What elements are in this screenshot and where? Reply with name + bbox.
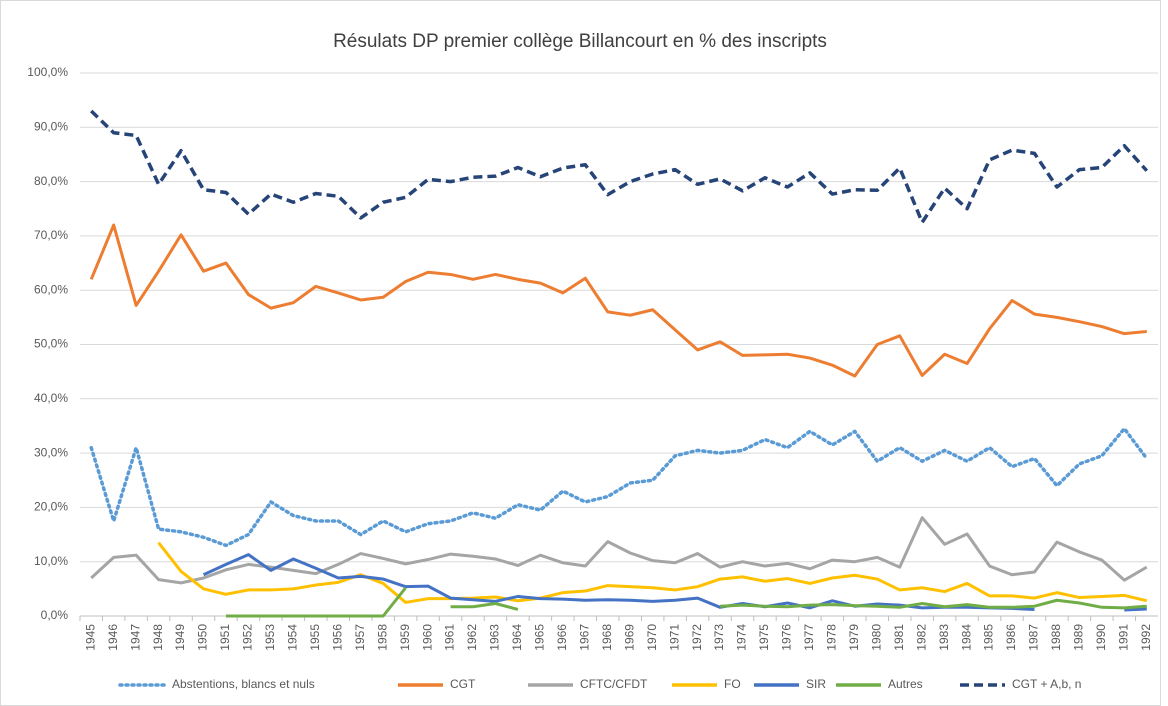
legend-label: CGT + A,b, n	[1012, 677, 1081, 691]
y-tick-label: 70,0%	[34, 228, 68, 242]
x-tick-label: 1948	[151, 624, 165, 651]
y-tick-label: 100,0%	[27, 65, 68, 79]
x-tick-label: 1964	[510, 624, 524, 651]
x-tick-label: 1961	[443, 624, 457, 651]
x-tick-label: 1955	[308, 624, 322, 651]
x-tick-label: 1960	[420, 624, 434, 651]
x-tick-label: 1967	[577, 624, 591, 651]
x-tick-label: 1958	[375, 624, 389, 651]
y-tick-label: 0,0%	[41, 608, 69, 622]
x-tick-label: 1988	[1049, 624, 1063, 651]
legend-label: SIR	[806, 677, 826, 691]
x-tick-label: 1957	[353, 624, 367, 651]
x-tick-label: 1980	[869, 624, 883, 651]
y-tick-label: 90,0%	[34, 119, 68, 133]
x-tick-label: 1990	[1094, 624, 1108, 651]
x-tick-label: 1991	[1116, 624, 1130, 651]
x-tick-label: 1985	[982, 624, 996, 651]
series-line	[90, 109, 1149, 225]
y-tick-label: 50,0%	[34, 337, 68, 351]
x-tick-label: 1981	[892, 624, 906, 651]
y-tick-label: 10,0%	[34, 554, 68, 568]
legend-label: CGT	[450, 677, 476, 691]
series-line	[1124, 607, 1147, 612]
series-line	[450, 602, 519, 611]
x-tick-label: 1970	[645, 624, 659, 651]
chart-title: Résulats DP premier collège Billancourt …	[333, 31, 827, 52]
series-line	[719, 598, 1147, 610]
x-tick-label: 1969	[622, 624, 636, 651]
legend-label: Abstentions, blancs et nuls	[172, 677, 315, 691]
series-line	[89, 223, 1147, 378]
y-tick-label: 40,0%	[34, 391, 68, 405]
y-tick-label: 60,0%	[34, 282, 68, 296]
x-tick-label: 1971	[667, 624, 681, 651]
x-tick-label: 1974	[735, 624, 749, 651]
x-tick-label: 1966	[555, 624, 569, 651]
x-tick-label: 1984	[959, 624, 973, 651]
x-tick-label: 1947	[128, 624, 142, 651]
x-tick-label: 1945	[83, 624, 97, 651]
legend-label: Autres	[888, 677, 923, 691]
x-tick-label: 1975	[757, 624, 771, 651]
x-tick-label: 1978	[825, 624, 839, 651]
series-line	[89, 426, 1149, 548]
series-line	[157, 541, 1148, 604]
x-tick-label: 1976	[780, 624, 794, 651]
y-tick-label: 30,0%	[34, 445, 68, 459]
x-tick-label: 1956	[330, 624, 344, 651]
x-tick-label: 1987	[1027, 624, 1041, 651]
x-tick-label: 1977	[802, 624, 816, 651]
x-tick-label: 1965	[533, 624, 547, 651]
x-tick-label: 1989	[1072, 624, 1086, 651]
legend-label: CFTC/CFDT	[580, 677, 648, 691]
x-tick-label: 1982	[914, 624, 928, 651]
x-tick-label: 1952	[241, 624, 255, 651]
x-tick-label: 1972	[690, 624, 704, 651]
x-tick-label: 1983	[937, 624, 951, 651]
x-tick-label: 1954	[286, 624, 300, 651]
x-tick-label: 1951	[218, 624, 232, 651]
y-tick-label: 80,0%	[34, 174, 68, 188]
x-tick-label: 1946	[106, 624, 120, 651]
series-line	[202, 553, 1035, 611]
x-tick-label: 1949	[173, 624, 187, 651]
x-tick-label: 1986	[1004, 624, 1018, 651]
x-tick-label: 1963	[488, 624, 502, 651]
x-tick-label: 1953	[263, 624, 277, 651]
x-tick-label: 1959	[398, 624, 412, 651]
x-tick-label: 1962	[465, 624, 479, 651]
series-line	[225, 586, 407, 618]
x-tick-label: 1973	[712, 624, 726, 651]
x-tick-label: 1992	[1139, 624, 1153, 651]
x-tick-label: 1950	[196, 624, 210, 651]
x-tick-label: 1979	[847, 624, 861, 651]
x-tick-label: 1968	[600, 624, 614, 651]
y-tick-label: 20,0%	[34, 500, 68, 514]
legend-label: FO	[724, 677, 741, 691]
